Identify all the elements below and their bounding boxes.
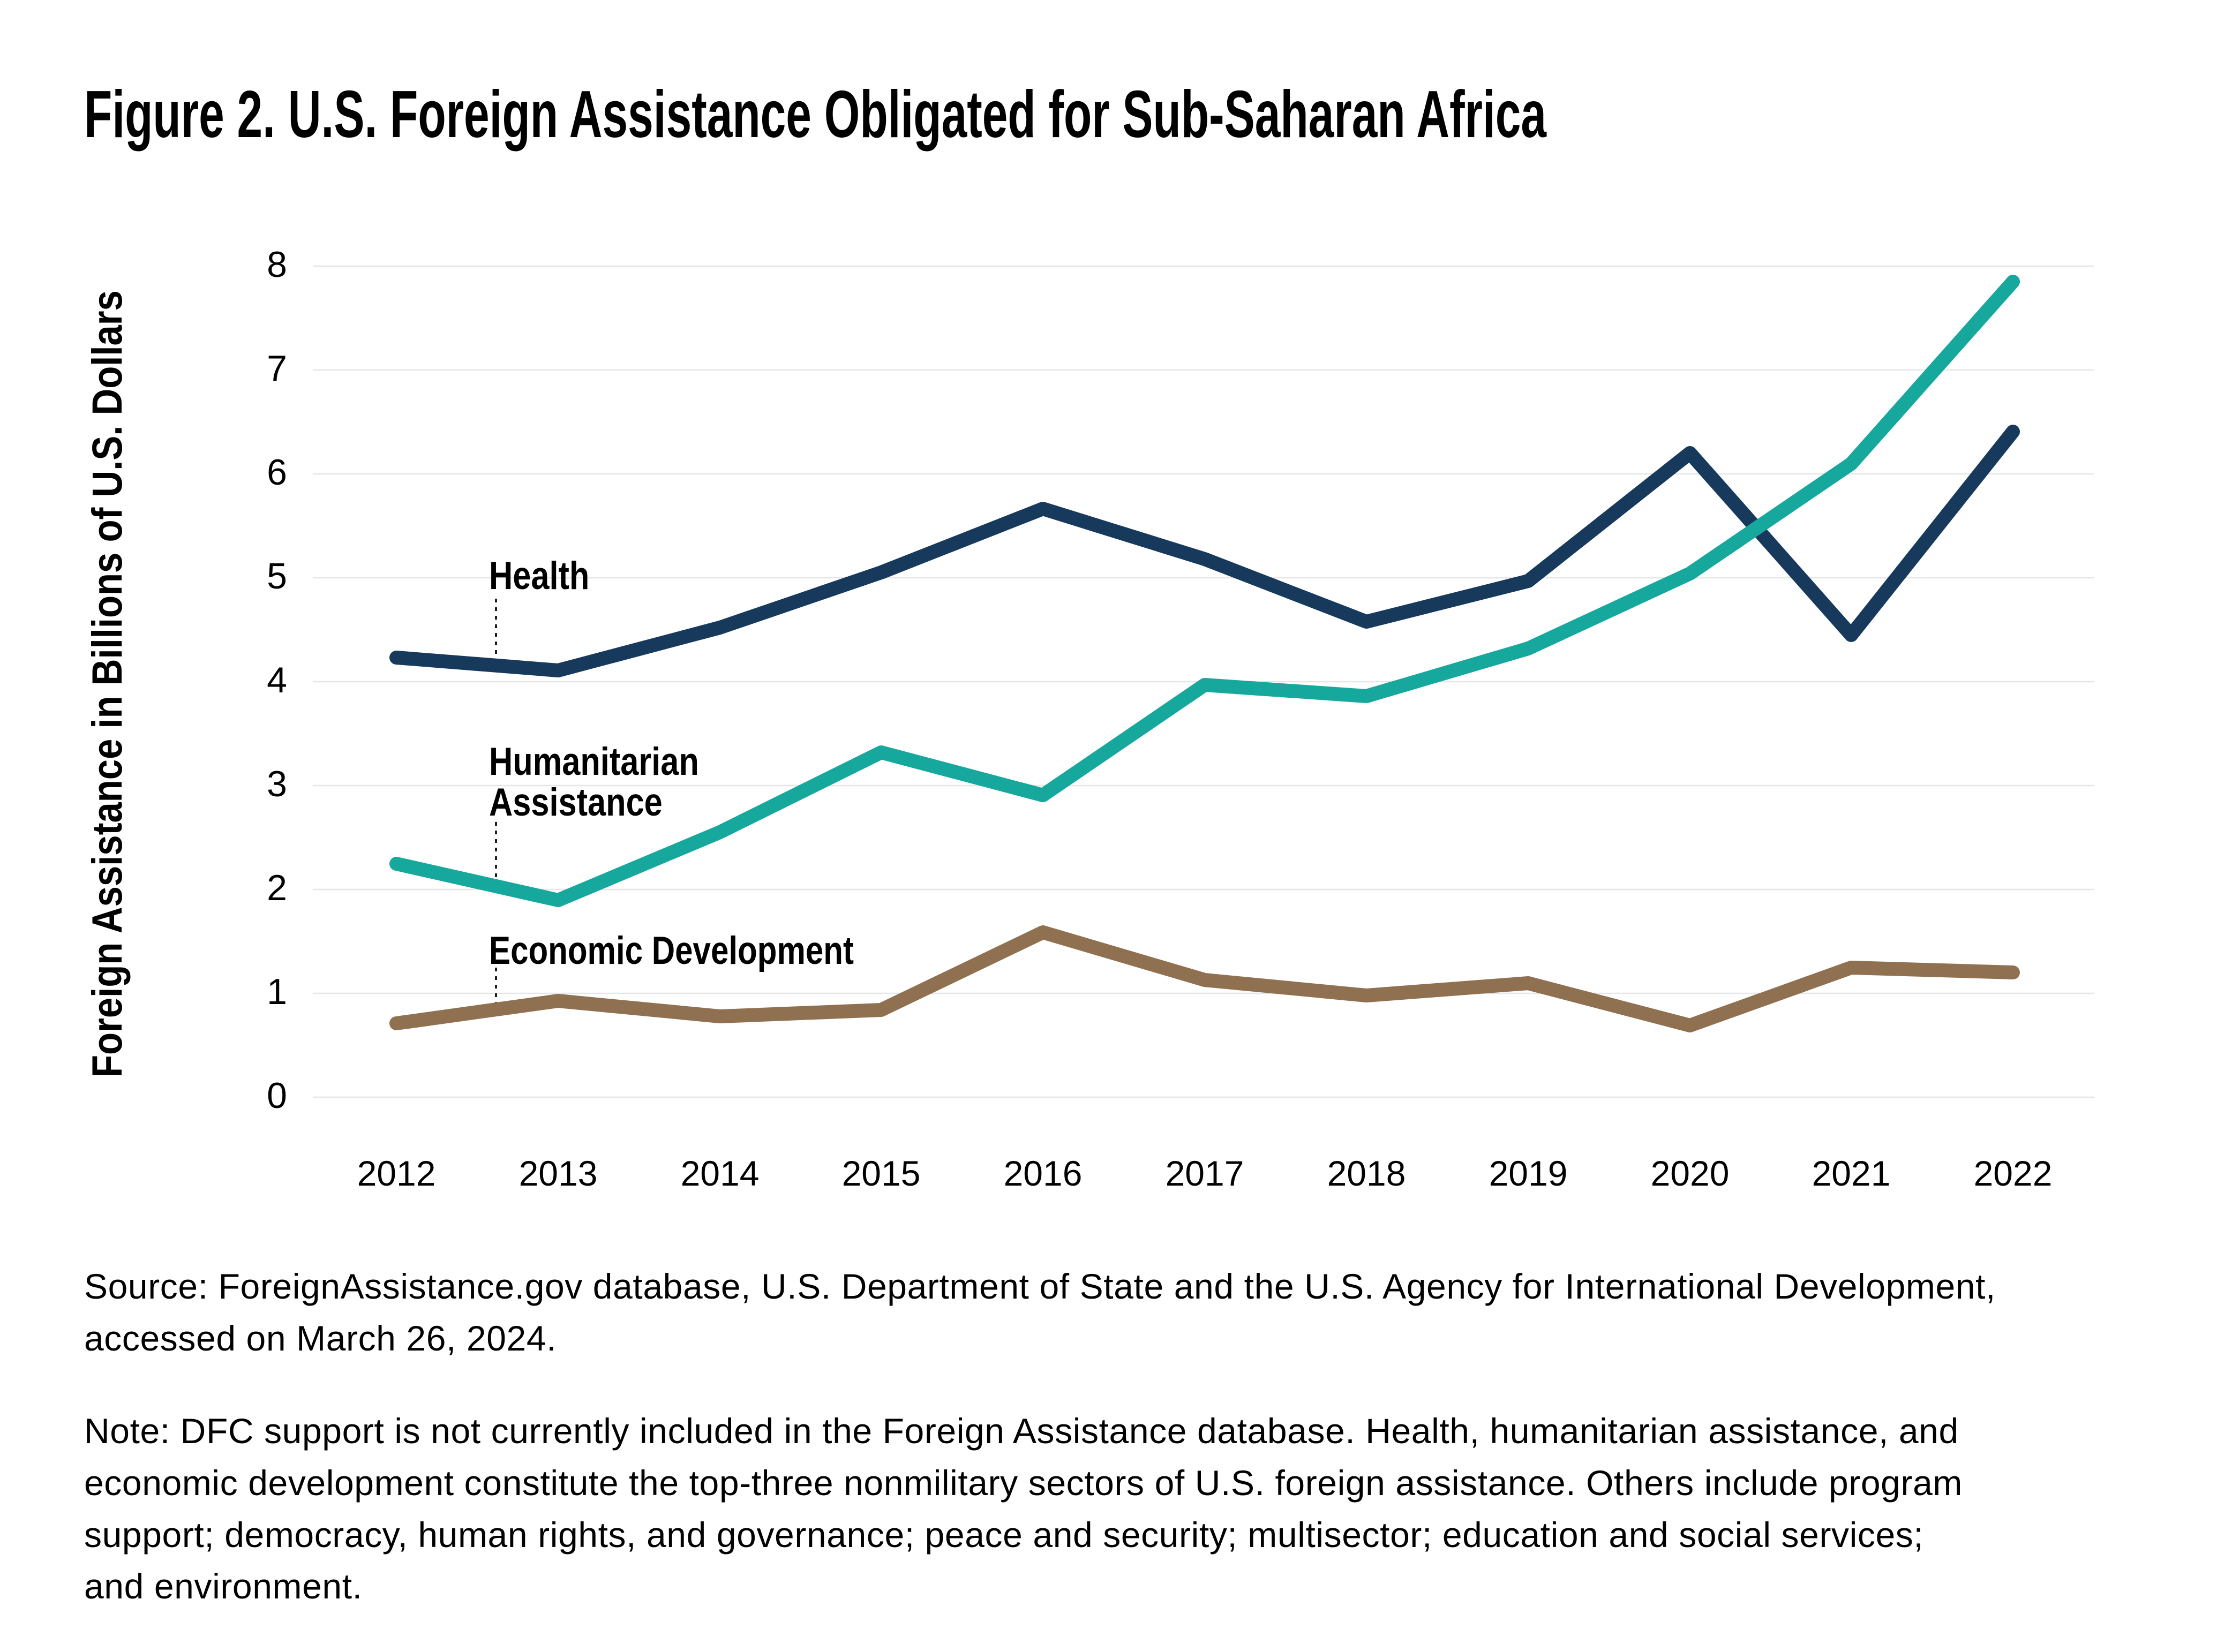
svg-text:Figure 2. U.S. Foreign Assista: Figure 2. U.S. Foreign Assistance Obliga… xyxy=(84,77,1547,151)
svg-text:2: 2 xyxy=(267,868,287,908)
svg-text:2012: 2012 xyxy=(357,1153,436,1193)
svg-text:Foreign Assistance in Billions: Foreign Assistance in Billions of U.S. D… xyxy=(84,290,131,1077)
svg-text:2017: 2017 xyxy=(1166,1153,1244,1193)
svg-text:2014: 2014 xyxy=(681,1153,760,1193)
svg-text:2022: 2022 xyxy=(1974,1153,2053,1193)
svg-text:1: 1 xyxy=(267,971,287,1012)
svg-text:5: 5 xyxy=(267,556,287,597)
svg-text:and environment.: and environment. xyxy=(84,1566,363,1606)
svg-text:2013: 2013 xyxy=(519,1153,598,1193)
svg-text:6: 6 xyxy=(267,452,287,493)
svg-text:7: 7 xyxy=(267,348,287,389)
svg-text:accessed on March 26, 2024.: accessed on March 26, 2024. xyxy=(84,1318,557,1358)
svg-text:2015: 2015 xyxy=(842,1153,921,1193)
svg-text:Humanitarian: Humanitarian xyxy=(489,740,699,783)
svg-text:2016: 2016 xyxy=(1004,1153,1083,1193)
svg-text:Note: DFC support is not curre: Note: DFC support is not currently inclu… xyxy=(84,1411,1959,1451)
svg-text:support; democracy, human righ: support; democracy, human rights, and go… xyxy=(84,1515,1923,1555)
svg-text:economic development constitut: economic development constitute the top-… xyxy=(84,1463,1963,1503)
svg-text:Source: ForeignAssistance.gov: Source: ForeignAssistance.gov database, … xyxy=(84,1266,1996,1306)
svg-text:2018: 2018 xyxy=(1327,1153,1406,1193)
svg-text:2021: 2021 xyxy=(1812,1153,1891,1193)
svg-text:Assistance: Assistance xyxy=(489,781,663,824)
svg-text:3: 3 xyxy=(267,764,287,804)
svg-text:2020: 2020 xyxy=(1651,1153,1730,1193)
svg-text:Economic Development: Economic Development xyxy=(489,929,854,972)
svg-text:8: 8 xyxy=(267,244,287,285)
svg-text:Health: Health xyxy=(489,554,589,598)
svg-text:0: 0 xyxy=(267,1075,287,1116)
svg-text:2019: 2019 xyxy=(1489,1153,1568,1193)
svg-text:4: 4 xyxy=(267,660,287,700)
